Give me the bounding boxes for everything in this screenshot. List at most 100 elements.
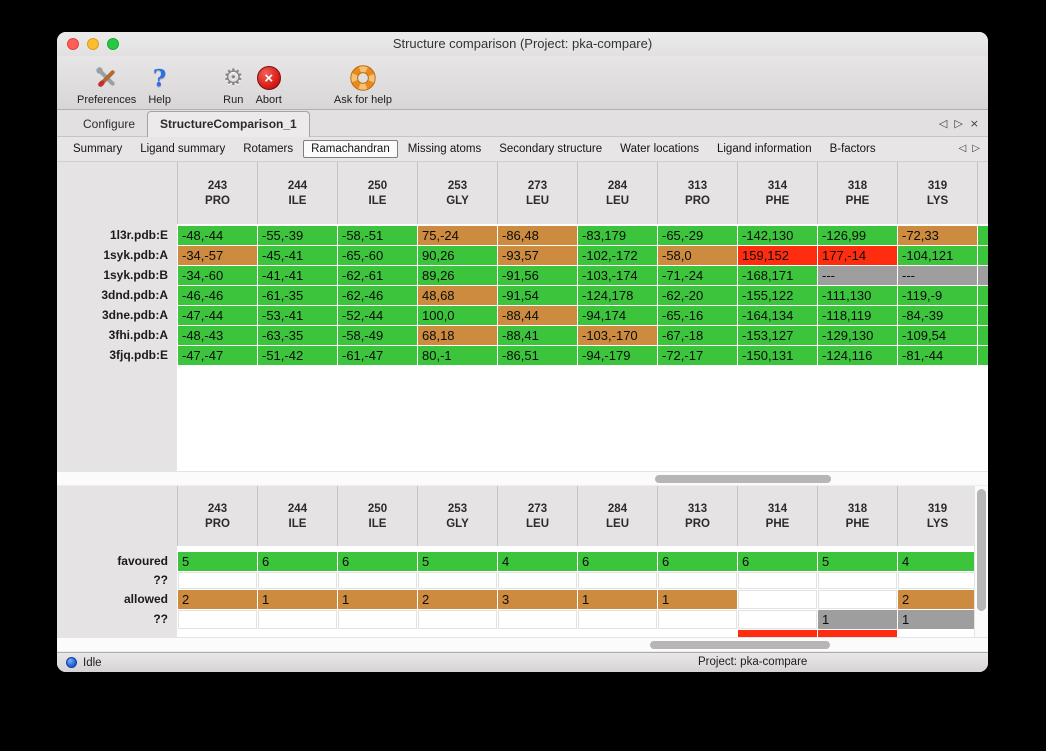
data-cell[interactable]: -102,-172 (578, 246, 657, 265)
data-cell[interactable]: -118,119 (818, 306, 897, 325)
subtab-prev-icon[interactable]: ◁ (958, 143, 967, 154)
data-cell[interactable]: -58,-51 (338, 226, 417, 245)
subtab-summary[interactable]: Summary (73, 143, 123, 155)
data-cell[interactable]: -168,171 (738, 266, 817, 285)
data-cell[interactable]: 6 (258, 552, 337, 571)
data-cell[interactable]: -103,-174 (578, 266, 657, 285)
data-cell[interactable]: -58,0 (658, 246, 737, 265)
vertical-scrollbar-thumb[interactable] (977, 489, 986, 611)
data-cell[interactable]: -93,57 (498, 246, 577, 265)
data-cell[interactable]: -63,-35 (258, 326, 337, 345)
data-cell[interactable]: -51,-42 (258, 346, 337, 365)
data-cell[interactable]: -61,-35 (258, 286, 337, 305)
data-cell[interactable]: -84,-39 (898, 306, 977, 325)
data-cell[interactable]: 1 (578, 590, 657, 609)
minimize-window-button[interactable] (87, 38, 99, 50)
preferences-button[interactable]: Preferences (71, 63, 142, 106)
ask-for-help-button[interactable]: Ask for help (328, 63, 398, 106)
data-cell[interactable]: 89,26 (418, 266, 497, 285)
data-cell[interactable]: 5 (418, 552, 497, 571)
data-cell[interactable] (258, 572, 337, 589)
data-cell[interactable]: -47,-47 (178, 346, 257, 365)
run-button[interactable]: ⚙ Run (217, 63, 250, 106)
data-cell[interactable]: 6 (738, 552, 817, 571)
data-cell[interactable] (738, 610, 817, 629)
data-cell[interactable]: -62,-20 (658, 286, 737, 305)
data-cell[interactable]: -164,134 (738, 306, 817, 325)
data-cell[interactable]: -65,-60 (338, 246, 417, 265)
data-cell[interactable] (818, 590, 897, 609)
data-cell[interactable] (658, 572, 737, 589)
zoom-window-button[interactable] (107, 38, 119, 50)
data-cell[interactable]: -62,-46 (338, 286, 417, 305)
data-cell[interactable] (498, 610, 577, 629)
data-cell[interactable]: -62,-61 (338, 266, 417, 285)
data-cell[interactable]: -111,130 (818, 286, 897, 305)
data-cell[interactable]: -71,-24 (658, 266, 737, 285)
data-cell[interactable] (338, 610, 417, 629)
tab-prev-icon[interactable]: ◁ (938, 116, 948, 130)
data-cell[interactable]: 2 (898, 590, 977, 609)
data-cell[interactable]: -48,-43 (178, 326, 257, 345)
data-cell[interactable]: 1 (338, 590, 417, 609)
data-cell[interactable]: -150,131 (738, 346, 817, 365)
data-cell[interactable]: -34,-60 (178, 266, 257, 285)
data-cell[interactable]: 4 (498, 552, 577, 571)
data-cell[interactable]: -153,127 (738, 326, 817, 345)
tab-configure[interactable]: Configure (83, 117, 136, 131)
data-cell[interactable]: -58,-49 (338, 326, 417, 345)
data-cell[interactable]: 6 (578, 552, 657, 571)
data-cell[interactable]: 80,-1 (418, 346, 497, 365)
data-cell[interactable]: -65,-29 (658, 226, 737, 245)
data-cell[interactable]: 1 (818, 610, 897, 629)
data-cell[interactable]: -103,-170 (578, 326, 657, 345)
data-cell[interactable] (418, 610, 497, 629)
data-cell[interactable]: -67,-18 (658, 326, 737, 345)
data-cell[interactable]: -86,51 (498, 346, 577, 365)
data-cell[interactable]: -91,54 (498, 286, 577, 305)
data-cell[interactable] (818, 572, 897, 589)
data-cell[interactable]: -119,-9 (898, 286, 977, 305)
data-cell[interactable] (578, 572, 657, 589)
data-cell[interactable]: -48,-44 (178, 226, 257, 245)
data-cell[interactable] (498, 572, 577, 589)
data-cell[interactable]: -88,44 (498, 306, 577, 325)
data-cell[interactable]: 2 (418, 590, 497, 609)
help-button[interactable]: ? Help (142, 63, 177, 107)
data-cell[interactable]: 2 (178, 590, 257, 609)
subtab-ramachandran[interactable]: Ramachandran (303, 140, 398, 158)
data-cell[interactable]: -104,121 (898, 246, 977, 265)
data-cell[interactable]: -72,33 (898, 226, 977, 245)
subtab-rotamers[interactable]: Rotamers (243, 143, 294, 155)
data-cell[interactable]: --- (898, 266, 977, 285)
data-cell[interactable]: -34,-57 (178, 246, 257, 265)
subtab-ligand-information[interactable]: Ligand information (716, 143, 812, 155)
data-cell[interactable]: -83,179 (578, 226, 657, 245)
subtab-b-factors[interactable]: B-factors (829, 143, 876, 155)
subtab-ligand-summary[interactable]: Ligand summary (140, 143, 226, 155)
subtab-missing-atoms[interactable]: Missing atoms (407, 143, 482, 155)
bottom-horizontal-scrollbar-thumb[interactable] (650, 641, 830, 649)
data-cell[interactable]: 100,0 (418, 306, 497, 325)
data-cell[interactable]: -53,-41 (258, 306, 337, 325)
data-cell[interactable]: 6 (338, 552, 417, 571)
data-cell[interactable]: --- (818, 266, 897, 285)
data-cell[interactable]: 5 (818, 552, 897, 571)
data-cell[interactable]: -61,-47 (338, 346, 417, 365)
data-cell[interactable]: 5 (178, 552, 257, 571)
data-cell[interactable]: -88,41 (498, 326, 577, 345)
data-cell[interactable]: -129,130 (818, 326, 897, 345)
data-cell[interactable]: -46,-46 (178, 286, 257, 305)
data-cell[interactable]: -91,56 (498, 266, 577, 285)
data-cell[interactable] (338, 572, 417, 589)
data-cell[interactable]: -109,54 (898, 326, 977, 345)
data-cell[interactable] (178, 610, 257, 629)
data-cell[interactable]: -47,-44 (178, 306, 257, 325)
data-cell[interactable]: -126,99 (818, 226, 897, 245)
data-cell[interactable]: -81,-44 (898, 346, 977, 365)
data-cell[interactable]: -86,48 (498, 226, 577, 245)
subtab-next-icon[interactable]: ▷ (972, 143, 980, 154)
tab-close-icon[interactable]: × (969, 116, 979, 130)
data-cell[interactable]: -155,122 (738, 286, 817, 305)
data-cell[interactable]: -124,116 (818, 346, 897, 365)
